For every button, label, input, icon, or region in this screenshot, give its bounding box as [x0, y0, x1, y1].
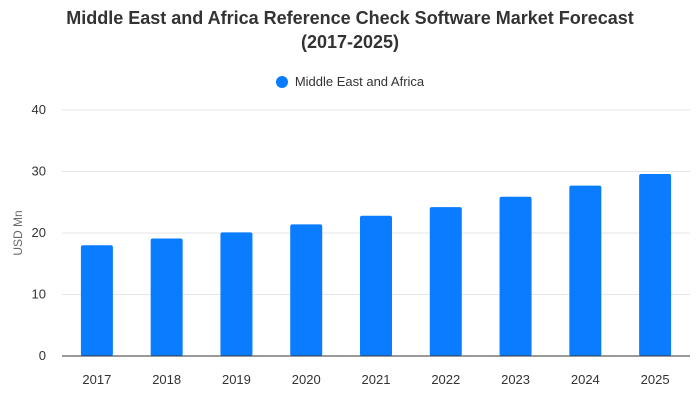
y-tick-label-20: 20: [32, 225, 46, 240]
x-tick-label-2021: 2021: [362, 372, 391, 387]
x-tick-label-2025: 2025: [641, 372, 670, 387]
y-tick-label-0: 0: [39, 348, 46, 363]
bar-2017: [80, 245, 113, 356]
chart-title-line-1: Middle East and Africa Reference Check S…: [66, 8, 634, 28]
bar-2018: [150, 238, 183, 356]
x-tick-label-2020: 2020: [292, 372, 321, 387]
y-tick-label-30: 30: [32, 164, 46, 179]
bar-2022: [429, 207, 462, 356]
bar-2021: [360, 215, 392, 356]
bar-2020: [290, 224, 323, 356]
bars: [80, 173, 672, 356]
x-tick-label-2019: 2019: [222, 372, 251, 387]
chart-title: Middle East and Africa Reference Check S…: [0, 6, 700, 54]
bar-2024: [569, 185, 602, 356]
bar-2025: [639, 173, 672, 356]
chart-legend: Middle East and Africa: [0, 74, 700, 89]
legend-label-middle-east-and-africa: Middle East and Africa: [294, 74, 425, 89]
x-tick-label-2023: 2023: [501, 372, 530, 387]
y-tick-label-40: 40: [32, 102, 46, 117]
x-tick-label-2022: 2022: [431, 372, 460, 387]
chart-title-line-2: (2017-2025): [300, 32, 400, 52]
x-tick-label-2024: 2024: [571, 372, 600, 387]
legend-swatch-middle-east-and-africa: [275, 75, 288, 88]
x-tick-label-2017: 2017: [82, 372, 111, 387]
x-tick-label-2018: 2018: [152, 372, 181, 387]
y-tick-label-10: 10: [32, 287, 46, 302]
axes: 0 10 20 30 40 2017 2018 2019 2020 2021 2022 2023 202…: [32, 102, 690, 387]
bar-2019: [220, 232, 253, 356]
bar-2023: [499, 196, 532, 356]
y-axis-title: USD Mn: [11, 210, 25, 255]
